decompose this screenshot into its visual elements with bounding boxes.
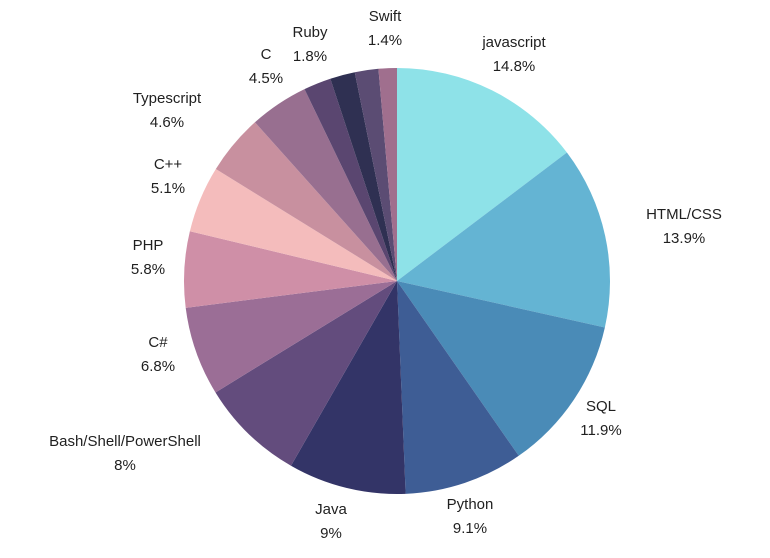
slice-label: Typescript 4.6%: [133, 90, 202, 131]
slice-label: C 4.5%: [249, 46, 283, 87]
slice-label-name: Typescript: [133, 90, 202, 107]
pie-slice: [290, 281, 406, 494]
slice-label-name: Bash/Shell/PowerShell: [49, 433, 201, 450]
slice-label-value: 5.1%: [151, 180, 185, 197]
slice-label-name: javascript: [481, 34, 546, 51]
pie-slice: [215, 281, 397, 466]
slice-label: Swift 1.4%: [368, 8, 402, 49]
pie-slice: [254, 89, 397, 281]
slice-label: Bash/Shell/PowerShell 8%: [49, 433, 201, 474]
slice-label-value: 6.8%: [141, 358, 175, 375]
pie-slice: [185, 281, 397, 393]
slice-label: HTML/CSS 13.9%: [646, 206, 722, 247]
slice-label-value: 11.9%: [580, 422, 621, 439]
pie-slice: [184, 231, 397, 308]
pie-slice: [330, 72, 397, 281]
pie-slice: [397, 281, 605, 456]
pie-slice: [397, 152, 611, 328]
slice-label-name: Swift: [369, 8, 402, 25]
pie-slice: [397, 68, 567, 281]
slice-label-value: 1.4%: [368, 32, 402, 49]
pie-slice: [304, 78, 397, 281]
pie-slice: [397, 281, 519, 494]
slice-label-name: Python: [447, 496, 494, 513]
slice-label-name: PHP: [133, 237, 164, 254]
pie-slice: [189, 168, 397, 281]
slice-label-name: C++: [154, 156, 183, 173]
slice-label: Python 9.1%: [447, 496, 494, 537]
slice-label-value: 14.8%: [493, 58, 536, 75]
pie-slice: [215, 122, 397, 281]
slice-label: javascript 14.8%: [481, 34, 546, 75]
slice-label-value: 13.9%: [663, 230, 706, 247]
slice-label-name: C#: [148, 334, 168, 351]
slice-label-value: 9.1%: [453, 520, 487, 537]
slice-label-name: HTML/CSS: [646, 206, 722, 223]
pie-slice: [378, 68, 397, 281]
slice-label: C# 6.8%: [141, 334, 175, 375]
slice-label-value: 5.8%: [131, 261, 165, 278]
pie-slice: [354, 68, 397, 281]
slice-label-value: 9%: [320, 525, 342, 542]
slice-label: PHP 5.8%: [131, 237, 165, 278]
slice-label-value: 8%: [114, 457, 136, 474]
slice-label: SQL 11.9%: [580, 398, 621, 439]
slice-label: Ruby 1.8%: [292, 24, 328, 65]
slice-label-name: SQL: [586, 398, 616, 415]
slice-label-name: Java: [315, 501, 347, 518]
slice-label-name: C: [261, 46, 272, 63]
slice-label-name: Ruby: [292, 24, 328, 41]
slice-label-value: 4.6%: [150, 114, 184, 131]
slice-label-value: 1.8%: [293, 48, 327, 65]
slice-label: C++ 5.1%: [151, 156, 185, 197]
slice-label-value: 4.5%: [249, 70, 283, 87]
slice-label: Java 9%: [315, 501, 347, 542]
